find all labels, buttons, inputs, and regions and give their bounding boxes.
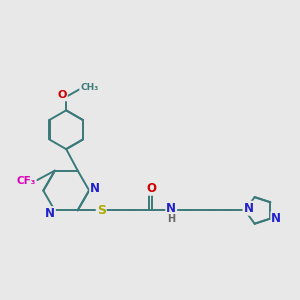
Text: H: H — [167, 214, 175, 224]
Text: S: S — [97, 204, 106, 217]
Text: N: N — [166, 202, 176, 215]
Text: CF₃: CF₃ — [16, 176, 35, 186]
Text: O: O — [58, 90, 67, 100]
Text: N: N — [90, 182, 100, 195]
Text: N: N — [243, 202, 254, 215]
Text: N: N — [45, 207, 55, 220]
Text: CH₃: CH₃ — [80, 83, 98, 92]
Text: O: O — [147, 182, 157, 195]
Text: N: N — [271, 212, 281, 225]
